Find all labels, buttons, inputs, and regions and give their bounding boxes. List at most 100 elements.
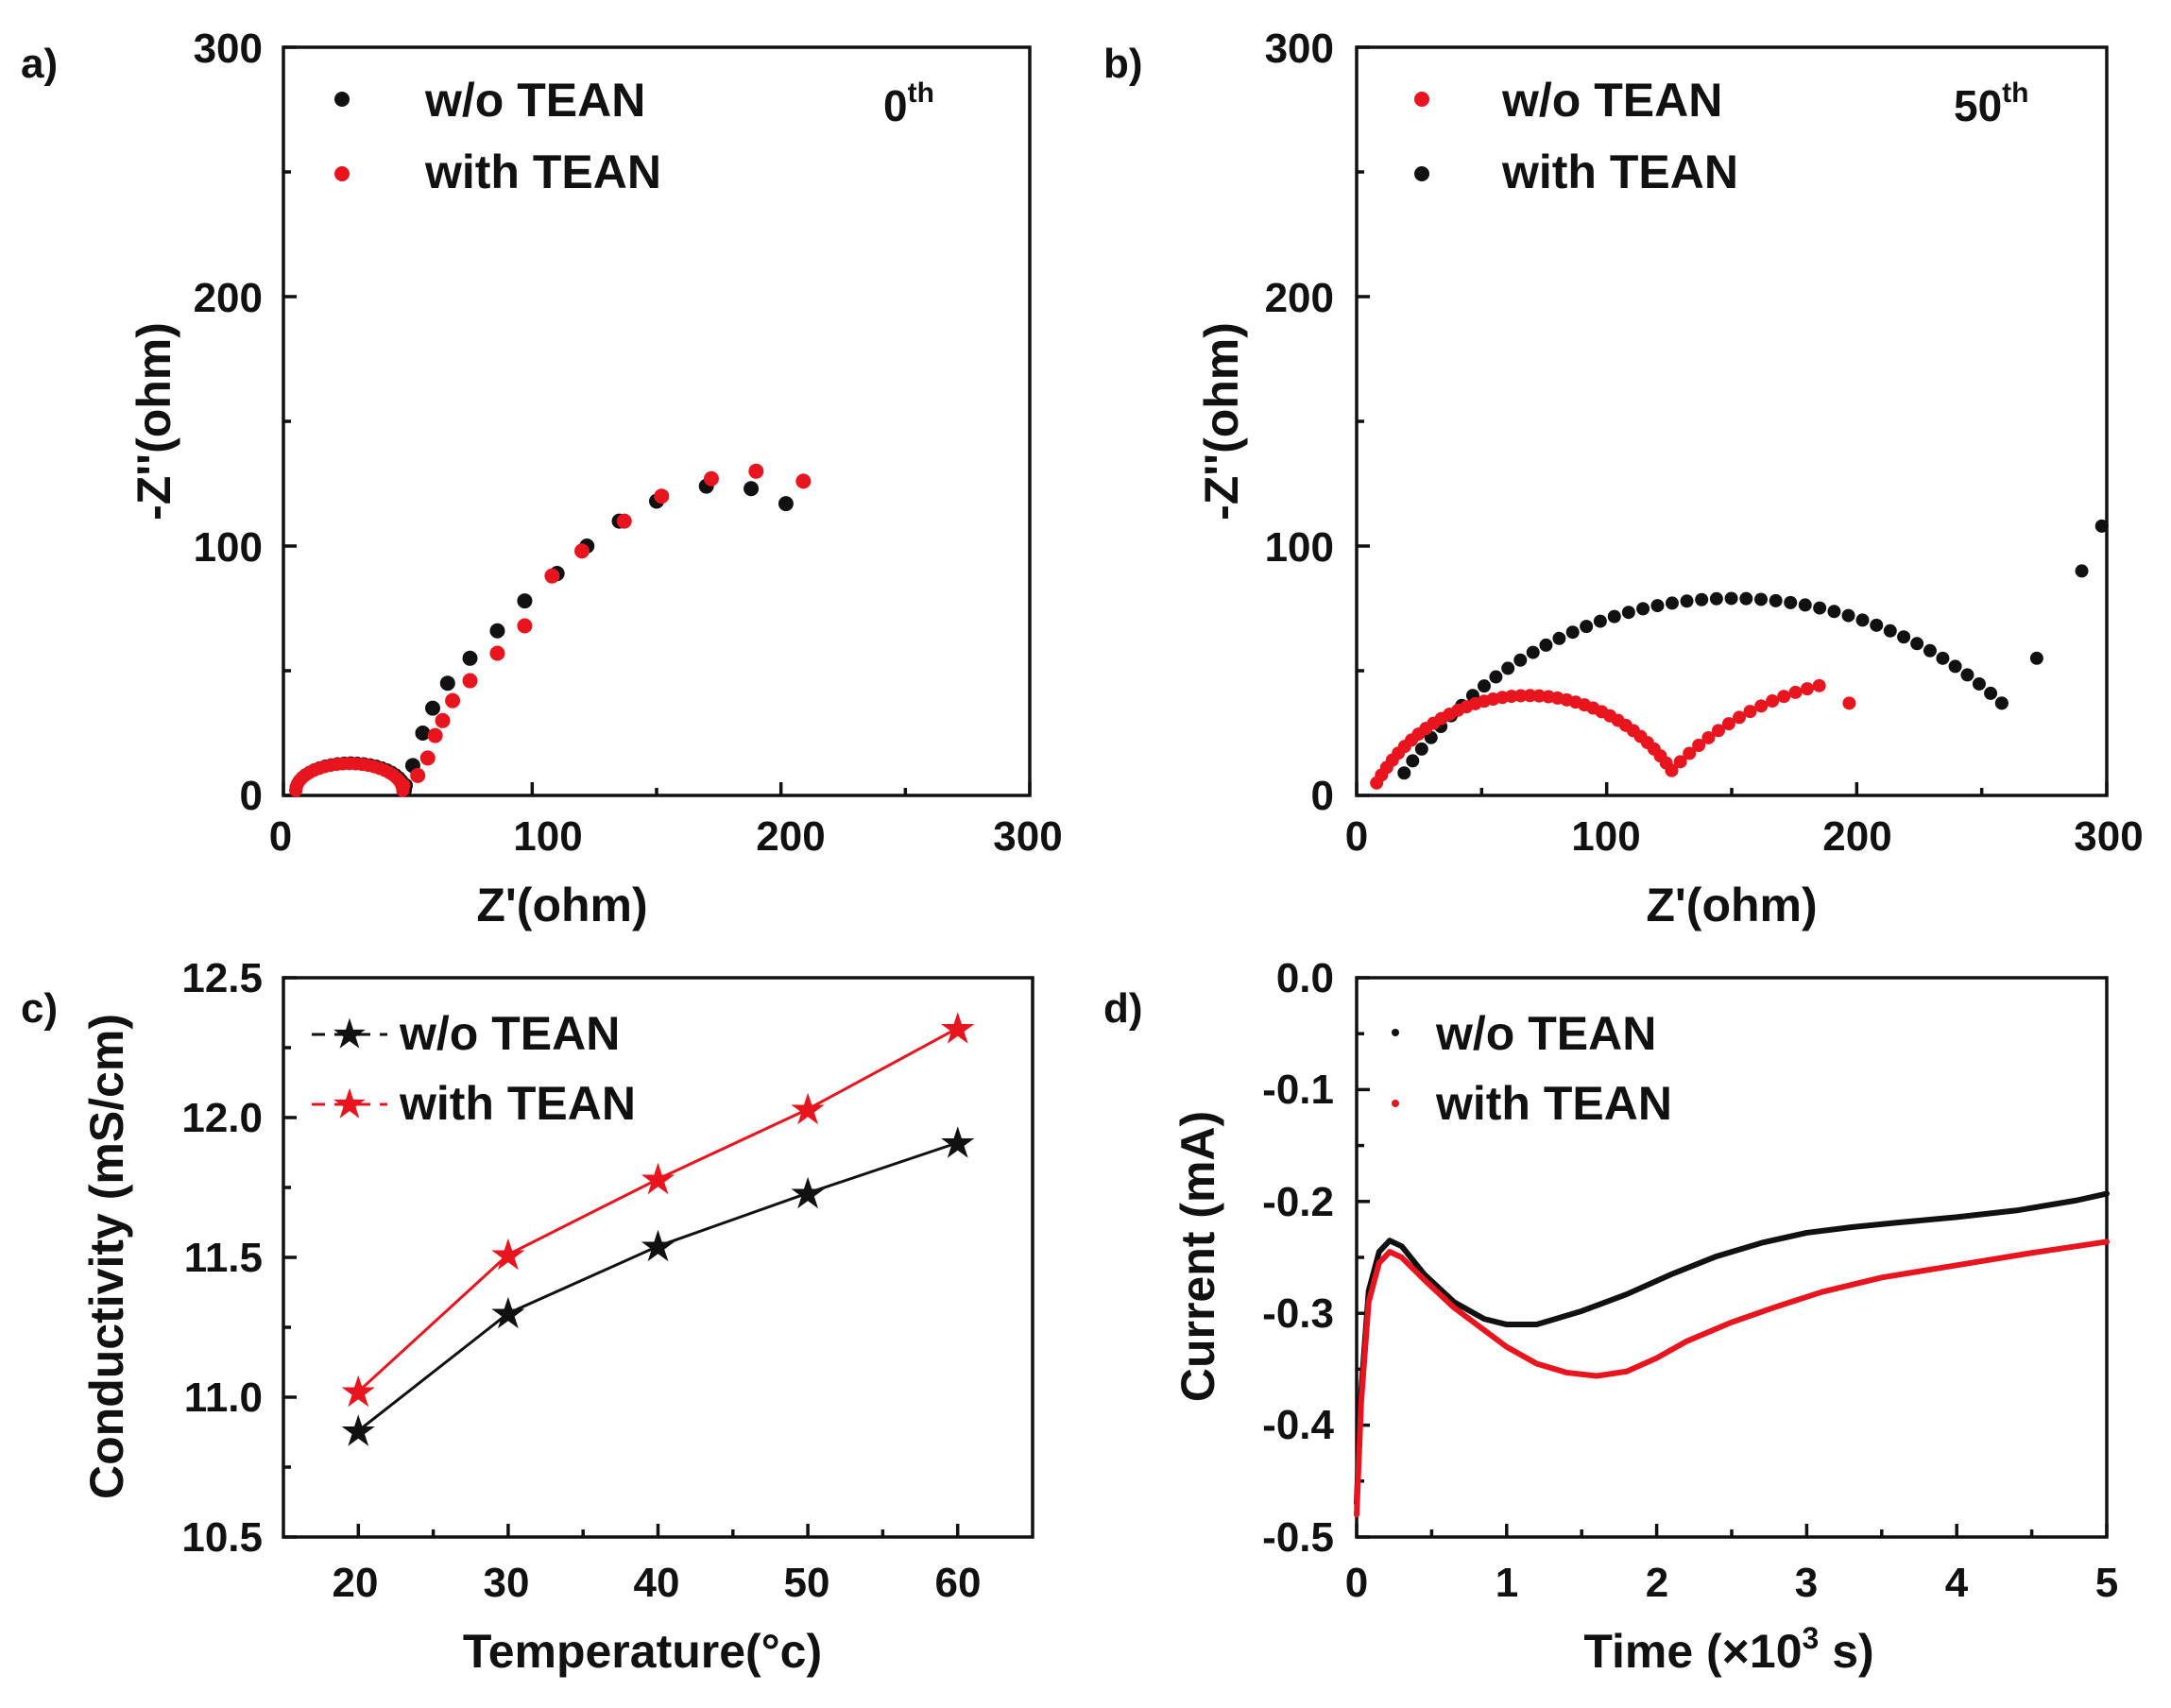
panel-b-series-1-arc1-point-21 [1650,599,1665,613]
panel-b-cycle-annotation: 50th [1954,77,2029,130]
panel-b-series-1-arc2-point-0 [1994,696,2009,710]
panel-d-series-0-line [1354,1190,2110,1507]
panel-b-legend: w/o TEAN with TEAN [1414,74,1738,198]
panel-a-y-tick-100: 100 [194,524,263,571]
panel-a-legend: w/o TEAN with TEAN [334,74,661,198]
panel-b-series-1-arc2-point-1 [2029,651,2043,665]
panel-d-legend-label-wo: w/o TEAN [1435,1007,1656,1060]
panel-a-series-1-point-4 [435,712,451,728]
panel-c-ticks [283,976,960,1539]
panel-d-legend-marker-with [1392,1100,1399,1107]
panel-a-series-0-point-3 [425,700,440,716]
panel-a-eis-0th: a) 100 0 200 300 0 100 200 300 Z'(ohm) -… [21,26,1063,931]
panel-c-y-tick-0: 10.5 [181,1514,263,1561]
panel-b-legend-label-with: with TEAN [1501,145,1738,198]
panel-b-x-tick-300: 300 [2074,813,2143,860]
panel-c-series-0-star-3: ★ [788,1169,827,1218]
panel-a-series-1-point-0 [395,777,411,794]
panel-b-series-1-arc1-point-18 [1607,609,1621,623]
panel-b-series-1-arc1-point-30 [1784,595,1798,609]
panel-a-series-1-point-9 [544,568,560,584]
panel-c-legend-label-wo: w/o TEAN [399,1007,620,1060]
panel-d-y-tick-5: 0.0 [1276,955,1334,1001]
panel-a-series-0-point-14 [778,496,794,512]
panel-b-series-0-arc2-point-1 [1673,755,1687,769]
panel-a-y-tick-300: 300 [194,26,263,72]
panel-b-series-0-arc2-point-7 [1733,710,1747,725]
panel-b-y-tick-0: 0 [1311,773,1334,819]
panel-d-x-tick-5: 5 [2095,1560,2118,1606]
panel-c-letter: c) [21,985,58,1032]
panel-a-x-tick-200: 200 [756,813,825,860]
panel-a-series-1-point-6 [462,673,478,689]
panel-d-data-series [1354,1190,2110,1518]
panel-c-series-0-star-2: ★ [639,1221,677,1271]
panel-b-letter: b) [1103,41,1143,87]
panel-d-x-tick-3: 3 [1795,1560,1818,1606]
panel-c-x-tick-50: 50 [784,1560,830,1606]
panel-b-series-1-arc1-point-16 [1580,620,1594,634]
panel-b-series-0-arc1-point-20 [1523,689,1537,703]
panel-b-series-1-arc1-point-15 [1565,625,1580,640]
panel-b-series-1-arc1-point-33 [1827,605,1841,619]
panel-b-series-0-arc1-point-19 [1513,689,1528,703]
panel-b-series-0-arc2-point-14 [1812,678,1826,692]
panel-d-letter: d) [1103,985,1143,1032]
panel-c-series-0-star-1: ★ [488,1289,527,1338]
panel-b-series-1-arc1-point-28 [1753,592,1768,606]
panel-c-y-tick-1: 11.0 [184,1375,263,1421]
panel-b-series-1-arc1-point-45 [1984,686,1998,700]
panel-d-x-tick-2: 2 [1646,1560,1668,1606]
panel-c-series-1-star-3: ★ [788,1085,827,1134]
panel-b-series-1-arc1-point-1 [1406,754,1420,768]
panel-b-series-0-arc2-point-8 [1743,705,1757,719]
panel-a-x-tick-300: 300 [993,813,1062,860]
panel-a-data-points [289,463,812,797]
panel-b-series-0-arc2-point-5 [1711,724,1725,738]
panel-d-y-tick-2: -0.3 [1262,1290,1334,1337]
panel-b-series-0-arc2-point-0 [1665,763,1679,777]
panel-d-y-tick-3: -0.2 [1262,1179,1334,1225]
panel-a-legend-label-with: with TEAN [424,145,661,198]
panel-a-y-axis-label: -Z''(ohm) [128,322,180,521]
panel-a-series-1-point-1 [410,767,426,783]
panel-a-series-1-point-12 [654,488,670,504]
panel-d-legend: w/o TEAN with TEAN [1392,1007,1672,1130]
panel-b-legend-label-wo: w/o TEAN [1501,74,1722,127]
panel-a-series-1-point-10 [574,543,590,559]
panel-a-y-tick-0: 0 [240,773,263,819]
panel-a-legend-label-wo: w/o TEAN [424,74,645,127]
panel-c-series-1-star-0: ★ [339,1367,378,1416]
panel-c-data-series: ★★★★★★★★★★ [339,1003,978,1455]
panel-d-series-1-line [1354,1238,2110,1518]
panel-b-series-0-arc2-point-15 [1842,696,1856,710]
panel-b-series-1-arc1-point-34 [1841,608,1855,623]
panel-b-series-1-arc1-point-31 [1798,598,1812,612]
panel-b-y-tick-100: 100 [1265,524,1334,571]
panel-b-series-0-arc2-point-6 [1721,717,1735,731]
panel-b-series-1-arc2-point-2 [2075,564,2089,578]
panel-a-series-1-point-2 [419,750,436,766]
panel-a-series-1-point-7 [489,645,505,661]
panel-b-y-axis-label: -Z''(ohm) [1195,322,1248,521]
panel-b-y-tick-300: 300 [1265,26,1334,72]
panel-b-series-0-arc2-point-4 [1701,730,1716,744]
panel-a-series-1-point-3 [427,727,443,743]
panel-b-eis-50th: b) 0 100 200 300 0 100 200 300 Z'(ohm) -… [1103,26,2144,931]
panel-a-cycle-annotation: 0th [883,77,934,130]
panel-b-series-1-arc1-point-39 [1910,637,1924,651]
panel-c-x-tick-40: 40 [634,1560,680,1606]
panel-c-series-0-line [357,1141,959,1432]
panel-b-series-1-arc1-point-11 [1513,653,1528,667]
panel-d-legend-marker-wo [1392,1029,1399,1036]
panel-b-series-0-arc2-point-3 [1692,739,1706,753]
panel-b-series-1-arc1-point-17 [1593,614,1607,628]
panel-a-legend-marker-with [334,166,350,181]
panel-a-series-0-point-7 [517,593,533,609]
panel-b-series-1-arc1-point-27 [1739,591,1753,606]
panel-d-x-tick-1: 1 [1496,1560,1518,1606]
panel-b-series-1-arc1-point-37 [1883,623,1897,638]
panel-b-series-1-arc1-point-2 [1414,742,1428,756]
panel-a-series-1-point-14 [748,463,764,479]
panel-a-y-tick-200: 200 [194,275,263,321]
